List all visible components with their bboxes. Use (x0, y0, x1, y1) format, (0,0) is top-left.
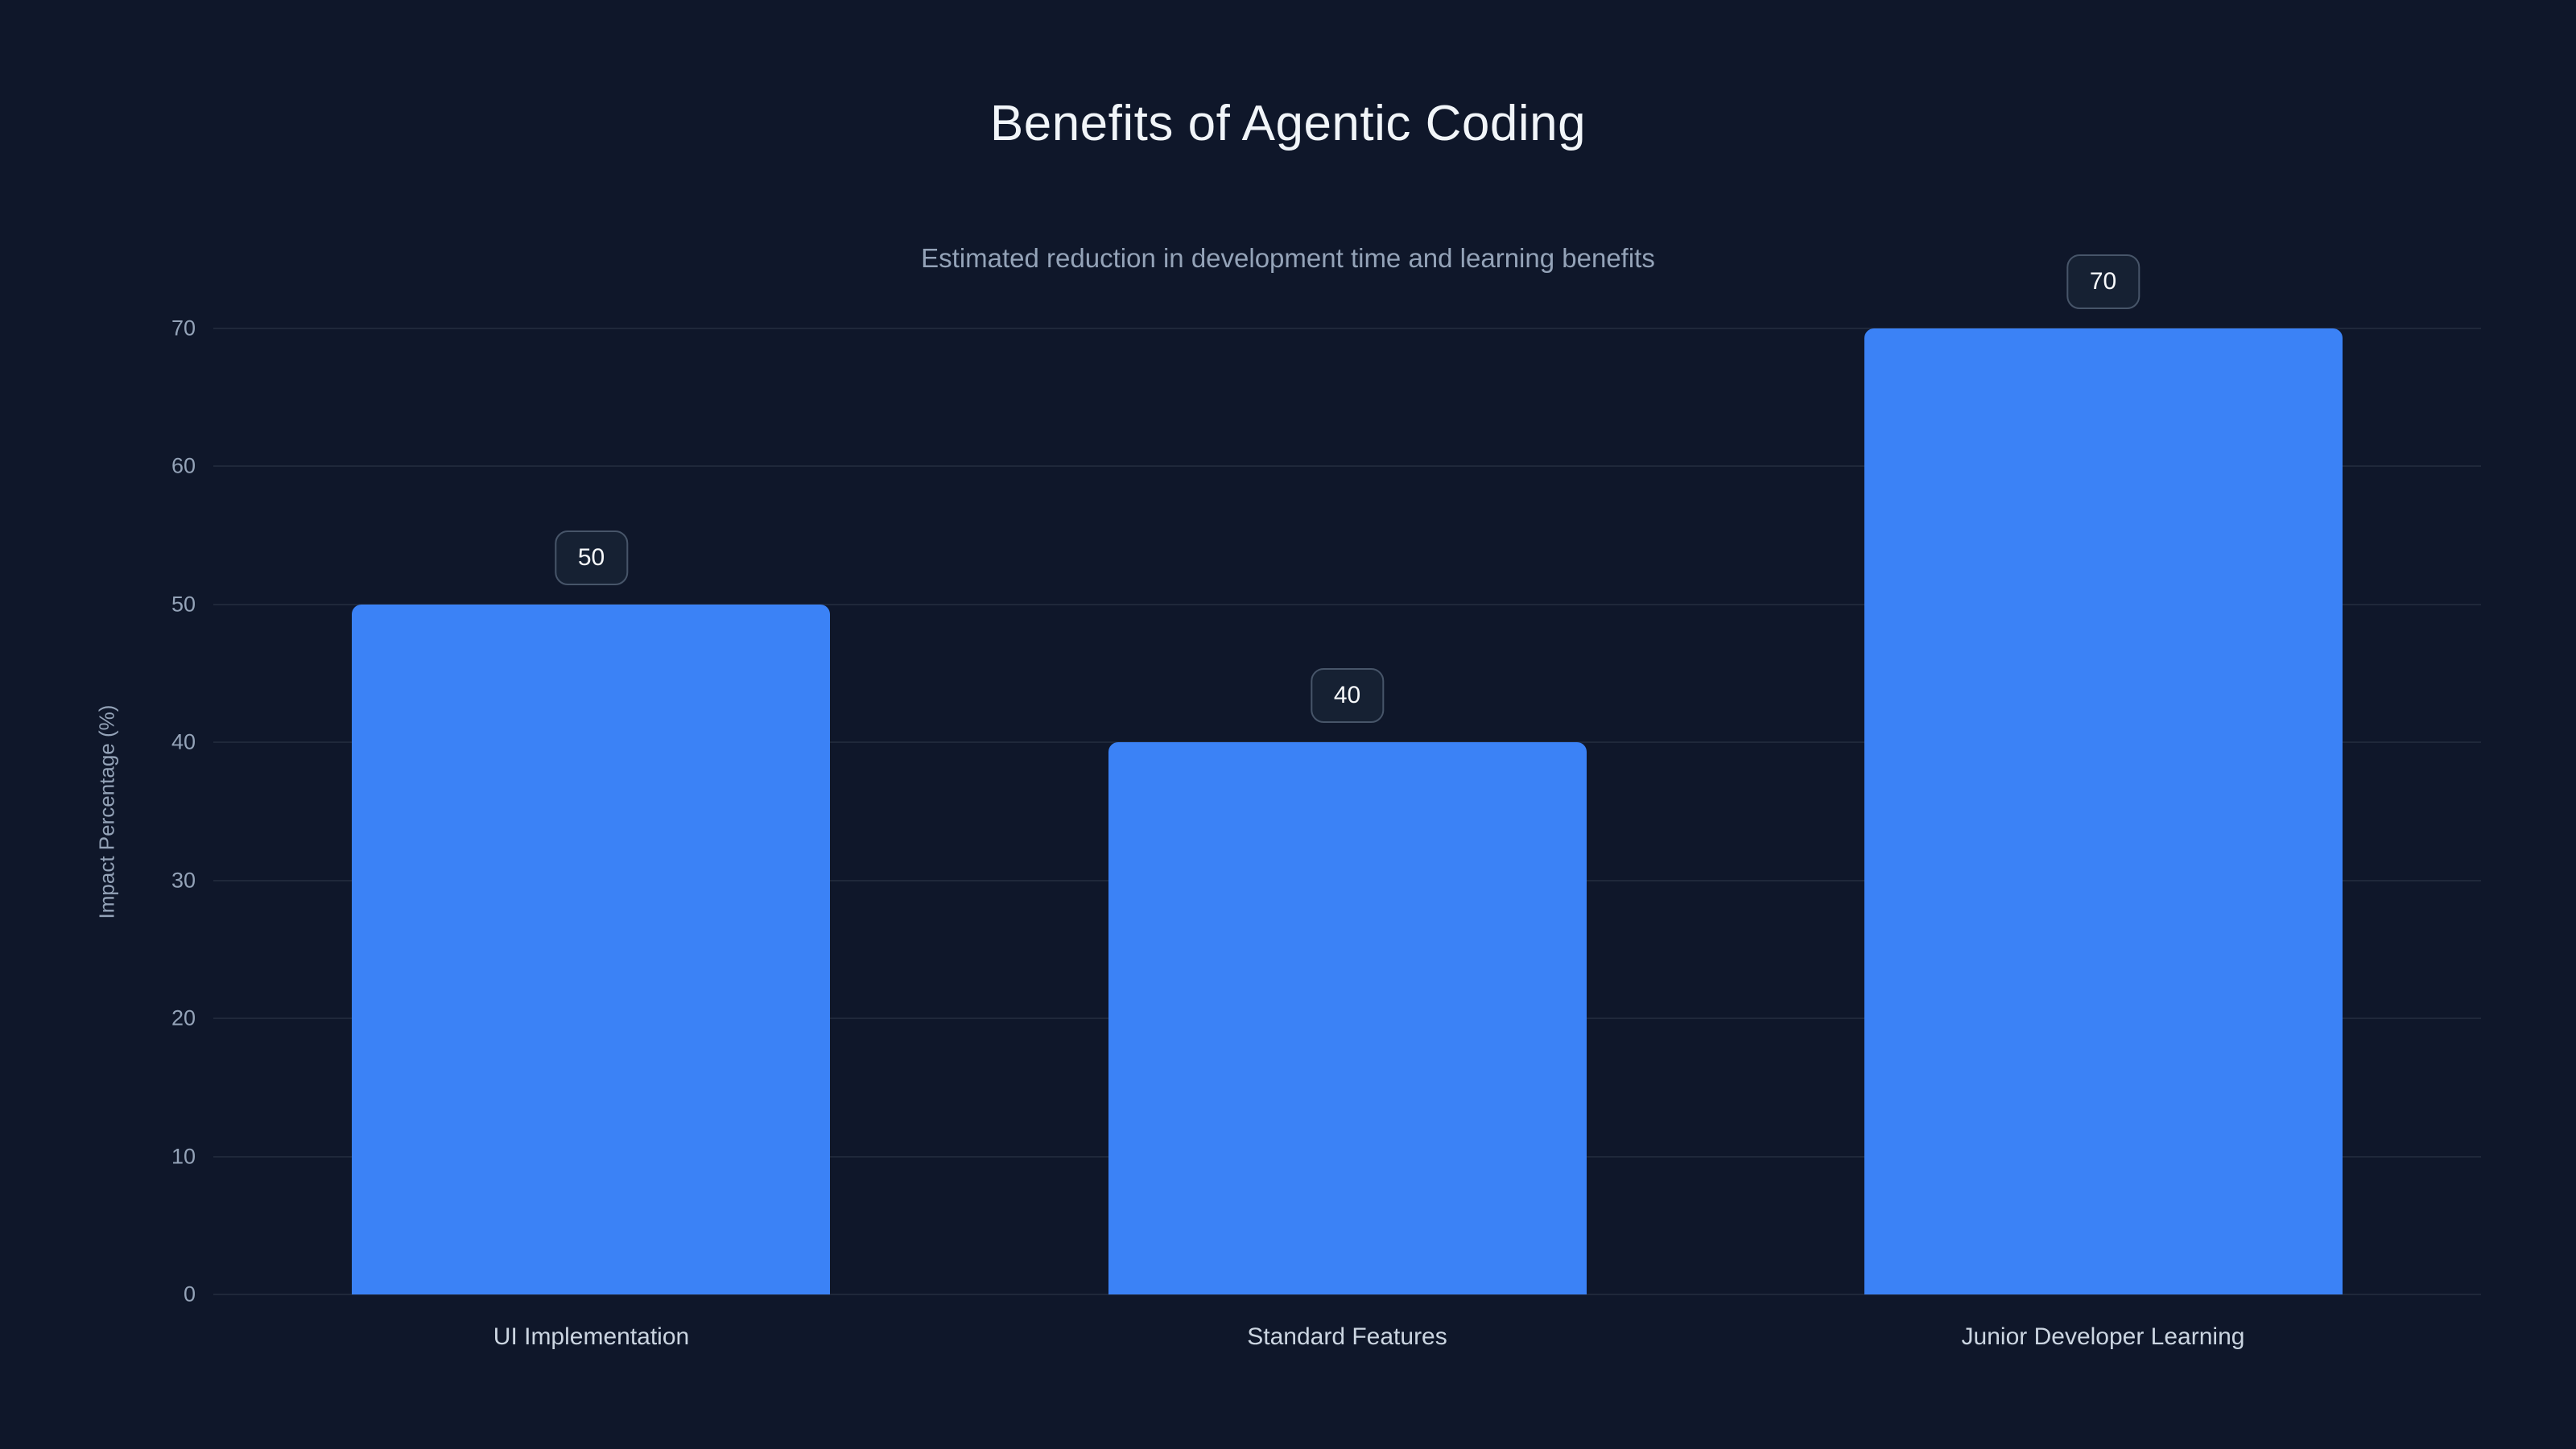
bar-ui-implementation (352, 604, 831, 1294)
y-tick-label: 70 (171, 316, 196, 341)
gridline (213, 465, 2481, 468)
category-label: Standard Features (1247, 1323, 1447, 1350)
bar-junior-developer-learning (1864, 328, 2343, 1294)
category-label: Junior Developer Learning (1961, 1323, 2245, 1350)
plot-area: 0 10 20 30 40 50 60 70 50 UI Implementation 40 Stan… (171, 254, 2481, 1350)
gridline (213, 741, 2481, 744)
gridline (213, 1294, 2481, 1295)
chart-title: Benefits of Agentic Coding (989, 96, 1587, 151)
bar-value-badge: 50 (554, 530, 629, 585)
y-tick-label: 0 (183, 1282, 196, 1307)
y-tick-label: 40 (171, 729, 196, 754)
gridline (213, 603, 2481, 605)
y-tick-label: 60 (171, 453, 196, 478)
category-label: UI Implementation (493, 1323, 690, 1350)
y-tick-label: 20 (171, 1005, 196, 1030)
bar-standard-features (1108, 742, 1587, 1294)
y-axis-title-text: Impact Percentage (%) (94, 704, 119, 919)
gridline (213, 328, 2481, 329)
chart-subtitle: Estimated reduction in development time … (921, 243, 1655, 273)
y-axis-title: Impact Percentage (%) (89, 328, 126, 1294)
y-tick-label: 10 (171, 1144, 196, 1169)
y-tick-label: 50 (171, 592, 196, 617)
bar-value-badge: 70 (2066, 254, 2140, 309)
y-tick-label: 30 (171, 868, 196, 893)
bar-value-badge: 40 (1310, 668, 1385, 724)
